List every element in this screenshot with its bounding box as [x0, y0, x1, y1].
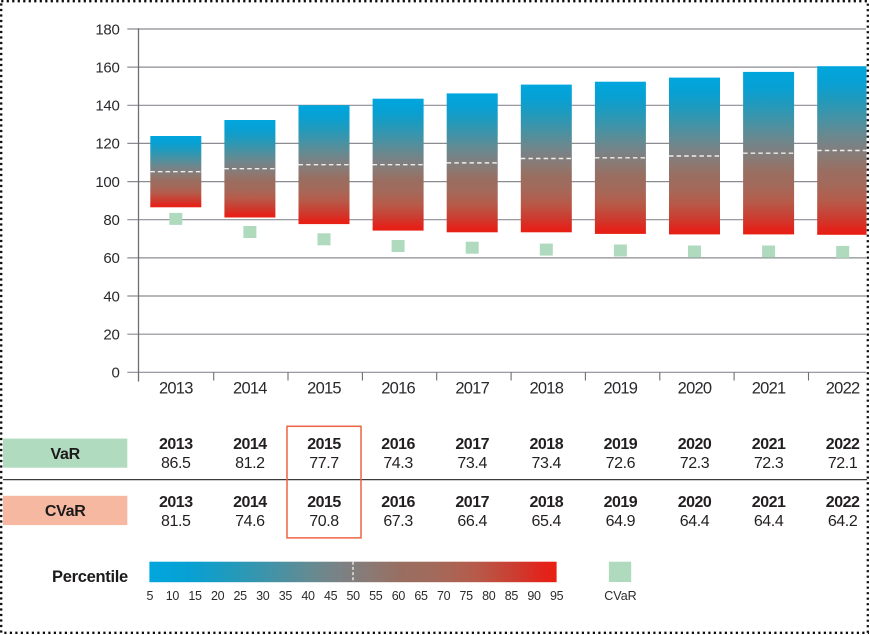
svg-text:55: 55: [369, 589, 383, 603]
svg-text:2016: 2016: [381, 379, 415, 397]
svg-text:45: 45: [324, 589, 338, 603]
svg-text:2016: 2016: [381, 494, 415, 511]
svg-text:67.3: 67.3: [383, 513, 413, 530]
svg-text:2013: 2013: [159, 436, 193, 453]
svg-text:15: 15: [188, 589, 202, 603]
svg-text:2020: 2020: [678, 436, 712, 453]
svg-text:73.4: 73.4: [532, 455, 562, 472]
svg-text:65: 65: [414, 589, 428, 603]
svg-text:20: 20: [103, 327, 119, 344]
svg-text:100: 100: [95, 174, 119, 191]
svg-text:2014: 2014: [233, 436, 267, 453]
svg-text:81.5: 81.5: [161, 513, 191, 530]
svg-text:72.1: 72.1: [828, 455, 858, 472]
svg-text:CVaR: CVaR: [604, 589, 636, 603]
svg-text:74.3: 74.3: [383, 455, 413, 472]
svg-text:0: 0: [111, 365, 119, 382]
svg-text:30: 30: [256, 589, 270, 603]
svg-text:VaR: VaR: [51, 446, 81, 463]
svg-text:50: 50: [347, 589, 361, 603]
svg-text:77.7: 77.7: [309, 455, 339, 472]
svg-text:2018: 2018: [530, 436, 564, 453]
svg-text:74.6: 74.6: [235, 513, 265, 530]
svg-text:35: 35: [279, 589, 293, 603]
svg-text:80: 80: [482, 589, 496, 603]
svg-text:5: 5: [146, 589, 153, 603]
svg-text:2019: 2019: [604, 379, 638, 397]
svg-text:85: 85: [505, 589, 519, 603]
svg-text:120: 120: [95, 136, 119, 153]
svg-text:95: 95: [550, 589, 564, 603]
svg-text:40: 40: [103, 288, 119, 305]
svg-text:64.4: 64.4: [754, 513, 784, 530]
svg-text:2021: 2021: [752, 379, 786, 397]
svg-text:10: 10: [166, 589, 180, 603]
svg-text:70: 70: [437, 589, 451, 603]
svg-text:2014: 2014: [233, 494, 267, 511]
svg-text:2019: 2019: [604, 494, 638, 511]
svg-text:2022: 2022: [826, 494, 860, 511]
svg-text:2021: 2021: [752, 494, 786, 511]
svg-text:40: 40: [301, 589, 315, 603]
svg-text:140: 140: [95, 98, 119, 115]
svg-text:2014: 2014: [233, 379, 267, 397]
svg-text:2016: 2016: [381, 436, 415, 453]
svg-text:86.5: 86.5: [161, 455, 191, 472]
svg-text:64.2: 64.2: [828, 513, 858, 530]
svg-text:2013: 2013: [159, 379, 193, 397]
svg-text:2015: 2015: [307, 494, 341, 511]
svg-text:Percentile: Percentile: [52, 568, 128, 586]
svg-text:2018: 2018: [530, 494, 564, 511]
svg-text:2017: 2017: [455, 436, 489, 453]
svg-text:72.3: 72.3: [754, 455, 784, 472]
svg-text:2020: 2020: [678, 494, 712, 511]
svg-text:2022: 2022: [826, 436, 860, 453]
svg-text:2015: 2015: [307, 379, 341, 397]
svg-text:66.4: 66.4: [457, 513, 487, 530]
svg-text:70.8: 70.8: [309, 513, 339, 530]
svg-text:25: 25: [234, 589, 248, 603]
svg-text:81.2: 81.2: [235, 455, 265, 472]
svg-text:90: 90: [527, 589, 541, 603]
svg-text:80: 80: [103, 212, 119, 229]
svg-text:75: 75: [460, 589, 474, 603]
svg-text:2017: 2017: [455, 379, 489, 397]
svg-text:64.4: 64.4: [680, 513, 710, 530]
svg-text:60: 60: [103, 250, 119, 267]
svg-text:2021: 2021: [752, 436, 786, 453]
svg-text:180: 180: [95, 21, 119, 38]
svg-text:72.3: 72.3: [680, 455, 710, 472]
svg-text:72.6: 72.6: [606, 455, 636, 472]
svg-text:2022: 2022: [826, 379, 860, 397]
svg-text:160: 160: [95, 59, 119, 76]
svg-text:2019: 2019: [604, 436, 638, 453]
svg-text:CVaR: CVaR: [45, 503, 86, 520]
svg-text:2015: 2015: [307, 436, 341, 453]
svg-text:73.4: 73.4: [457, 455, 487, 472]
svg-text:2020: 2020: [678, 379, 712, 397]
svg-text:64.9: 64.9: [606, 513, 636, 530]
svg-text:20: 20: [211, 589, 225, 603]
svg-text:2013: 2013: [159, 494, 193, 511]
svg-text:2017: 2017: [455, 494, 489, 511]
svg-text:65.4: 65.4: [532, 513, 562, 530]
svg-text:2018: 2018: [529, 379, 563, 397]
svg-text:60: 60: [392, 589, 406, 603]
